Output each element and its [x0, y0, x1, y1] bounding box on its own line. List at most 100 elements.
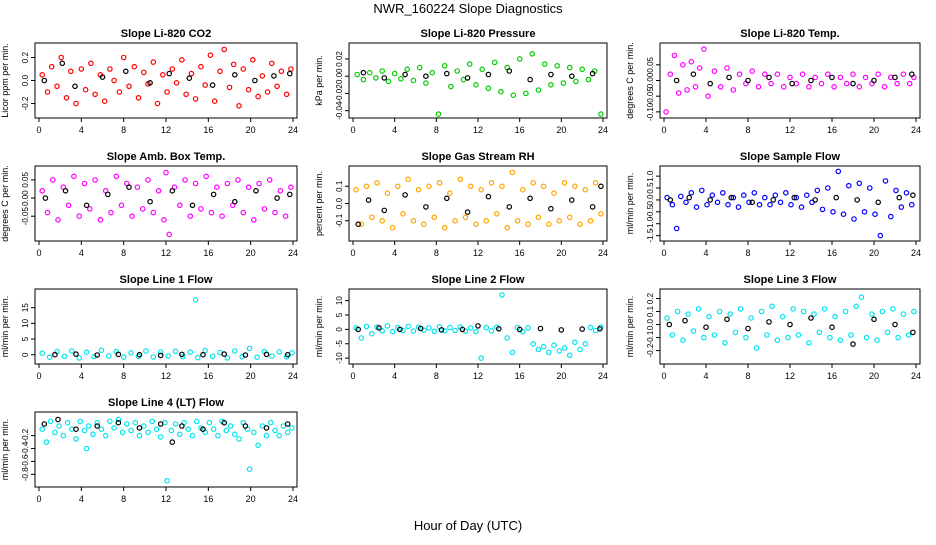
y-tick-label: 0 [21, 352, 30, 357]
y-tick-label: 0.05 [21, 172, 30, 188]
data-point [832, 313, 838, 320]
plot-frame [348, 288, 608, 365]
x-tick-label: 0 [350, 248, 355, 258]
x-tick-label: 16 [203, 494, 213, 504]
data-point [840, 211, 847, 218]
y-axis-label: percent per min. [314, 171, 324, 236]
data-point [41, 77, 48, 84]
data-point [589, 70, 596, 77]
data-point [263, 432, 270, 439]
data-point [398, 76, 404, 82]
x-tick-label: 12 [785, 371, 795, 381]
data-point [208, 209, 215, 216]
data-point [506, 68, 513, 74]
data-point [787, 74, 793, 81]
data-point [664, 315, 670, 321]
plot-frame [34, 42, 298, 119]
x-tick-label: 4 [79, 125, 84, 135]
data-point [812, 197, 819, 203]
data-point [147, 198, 153, 205]
data-point [582, 186, 589, 193]
data-point [43, 439, 50, 445]
y-tick-label: -0.04 [335, 101, 344, 120]
data-point [166, 231, 173, 238]
data-point [527, 195, 533, 202]
data-point [830, 209, 836, 215]
series-main [39, 296, 295, 361]
data-point [132, 419, 139, 426]
data-point [788, 201, 794, 208]
data-point [585, 76, 592, 83]
data-point [94, 419, 101, 426]
data-point [107, 418, 113, 425]
data-point [871, 77, 877, 84]
data-point [107, 66, 113, 72]
y-axis-label: ml/min per min. [314, 296, 324, 358]
data-point [799, 71, 806, 78]
data-point [774, 71, 781, 78]
data-point [704, 201, 710, 208]
data-point [274, 195, 280, 201]
x-tick-label: 20 [246, 494, 256, 504]
data-point [803, 192, 810, 199]
x-tick-label: 16 [827, 371, 837, 381]
data-point [58, 54, 65, 61]
data-point [535, 87, 542, 93]
data-point [272, 209, 278, 216]
data-point [177, 202, 183, 209]
data-point [69, 348, 75, 354]
y-axis-label: degrees C per min. [0, 165, 10, 242]
data-point [206, 419, 213, 426]
panel-slope-line-3-flow: Slope Line 3 Flow ml/min per min. 0 4 8 12 16 2… [625, 274, 921, 381]
data-point [276, 432, 283, 439]
data-point [221, 46, 228, 53]
series-main [353, 292, 604, 361]
data-point [701, 46, 707, 52]
data-point [488, 180, 495, 186]
data-point [166, 70, 173, 77]
data-point [711, 68, 718, 74]
data-point [537, 325, 544, 332]
y-tick-label: -0.10 [646, 102, 655, 121]
y-tick-label: 0.1 [646, 305, 655, 317]
data-point [824, 185, 831, 191]
series-reference [666, 315, 916, 347]
data-point [363, 323, 370, 330]
data-point [373, 75, 379, 81]
data-point [896, 194, 903, 201]
data-point [767, 201, 773, 208]
data-point [286, 70, 293, 77]
data-point [391, 70, 398, 77]
data-point [554, 63, 561, 69]
data-point [169, 188, 176, 194]
y-tick-label: 0.0 [335, 197, 344, 209]
data-point [680, 337, 686, 344]
data-point [54, 83, 60, 90]
data-point [735, 204, 742, 210]
data-point [405, 176, 412, 183]
data-point [677, 193, 684, 200]
data-point [561, 345, 568, 351]
y-axis-label: degrees C per min. [625, 42, 635, 119]
data-point [875, 199, 882, 206]
data-point [253, 188, 259, 194]
data-point [168, 427, 175, 434]
data-point [462, 214, 469, 221]
data-point [675, 90, 682, 96]
data-point [719, 190, 726, 196]
data-point [499, 292, 505, 298]
y-tick-label: -0.2 [21, 96, 30, 110]
y-tick-label: 5 [335, 312, 344, 317]
data-point [755, 84, 762, 90]
series-reference [673, 71, 915, 87]
data-point [187, 349, 194, 356]
data-point [831, 84, 837, 90]
data-point [673, 77, 680, 84]
data-point [473, 221, 479, 228]
data-point [200, 426, 206, 433]
data-point [548, 82, 554, 88]
data-point [157, 434, 164, 440]
data-point [812, 74, 819, 81]
y-tick-label: -0.05 [646, 87, 655, 106]
